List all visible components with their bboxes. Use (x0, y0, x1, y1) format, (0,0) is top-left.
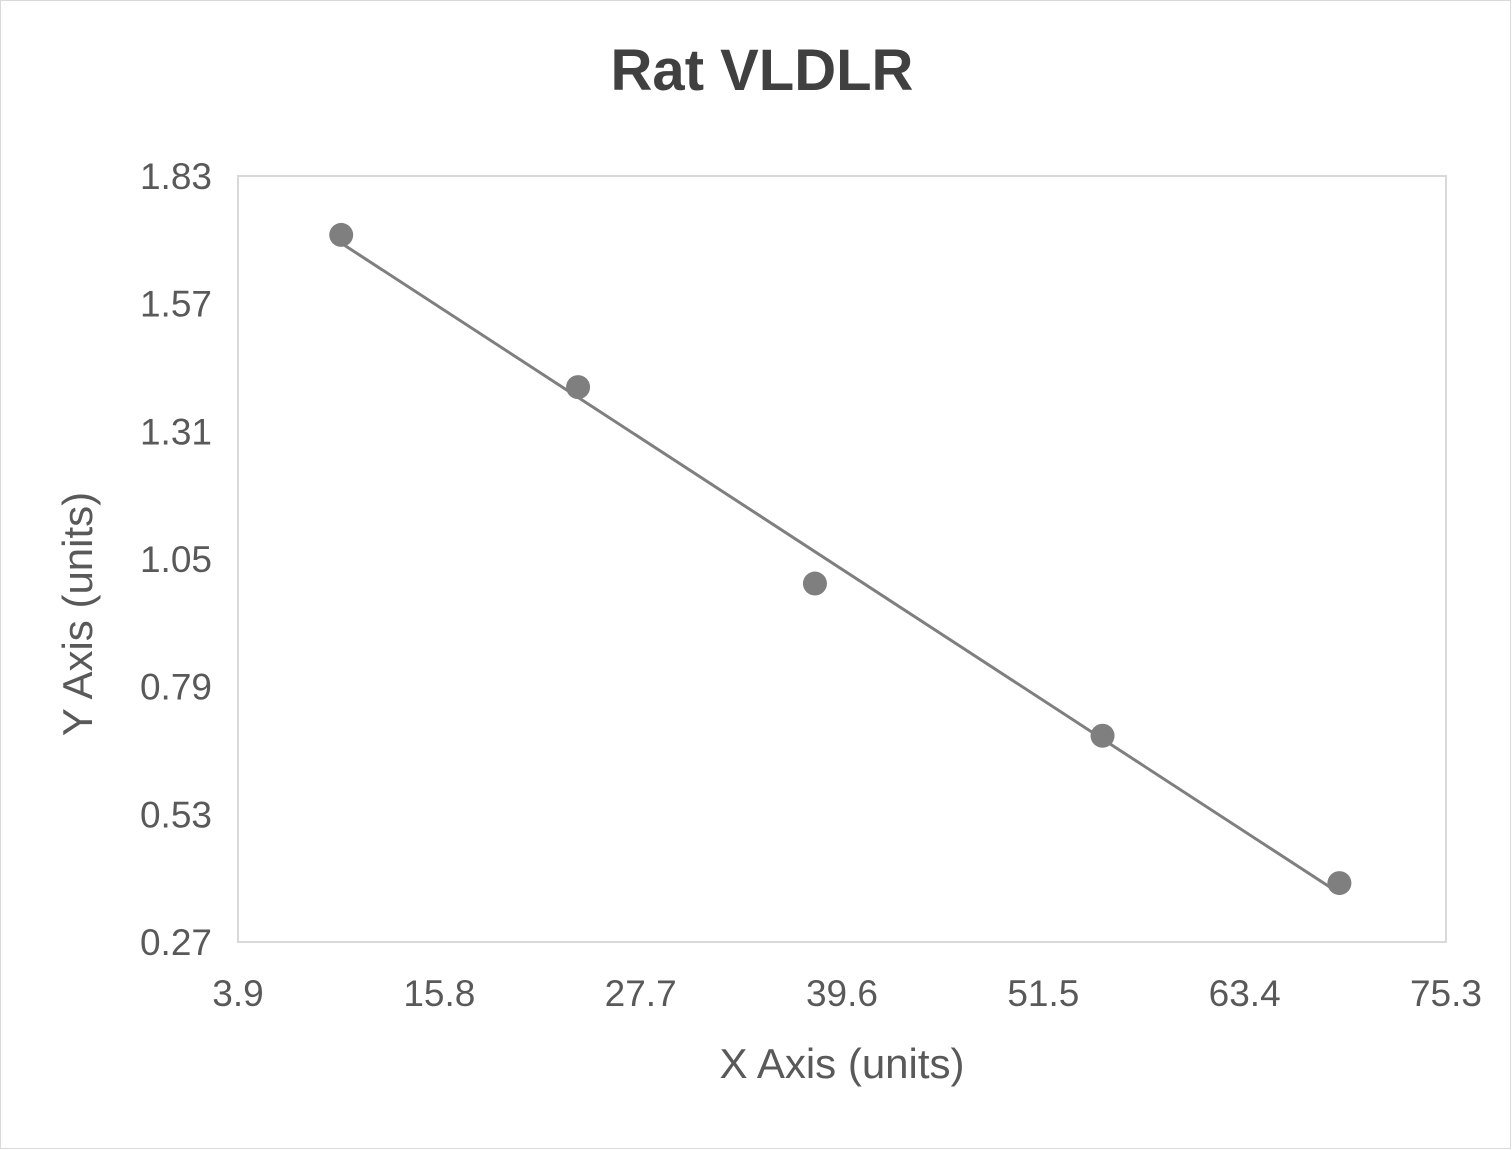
x-tick-label: 3.9 (212, 973, 263, 1014)
y-tick-label: 1.05 (140, 539, 212, 580)
trendline (340, 241, 1341, 895)
y-tick-label: 1.57 (140, 284, 212, 325)
data-point (1327, 871, 1352, 896)
x-tick-label: 27.7 (605, 973, 677, 1014)
data-point (1090, 723, 1115, 748)
plot-area (237, 175, 1447, 943)
y-tick-label: 0.79 (140, 667, 212, 708)
y-tick-label: 1.31 (140, 411, 212, 452)
x-tick-label: 75.3 (1410, 973, 1482, 1014)
y-tick-label: 1.83 (140, 156, 212, 197)
x-tick-label: 63.4 (1209, 973, 1281, 1014)
y-tick-label: 0.27 (140, 922, 212, 963)
y-axis-label: Y Axis (units) (54, 492, 101, 736)
x-axis-label: X Axis (units) (719, 1040, 964, 1087)
data-point (566, 375, 591, 400)
data-point (329, 222, 354, 247)
data-point (802, 571, 827, 596)
x-tick-label: 15.8 (403, 973, 475, 1014)
x-tick-label: 39.6 (806, 973, 878, 1014)
chart-title: Rat VLDLR (611, 38, 914, 103)
y-tick-label: 0.53 (140, 794, 212, 835)
x-tick-label: 51.5 (1007, 973, 1079, 1014)
